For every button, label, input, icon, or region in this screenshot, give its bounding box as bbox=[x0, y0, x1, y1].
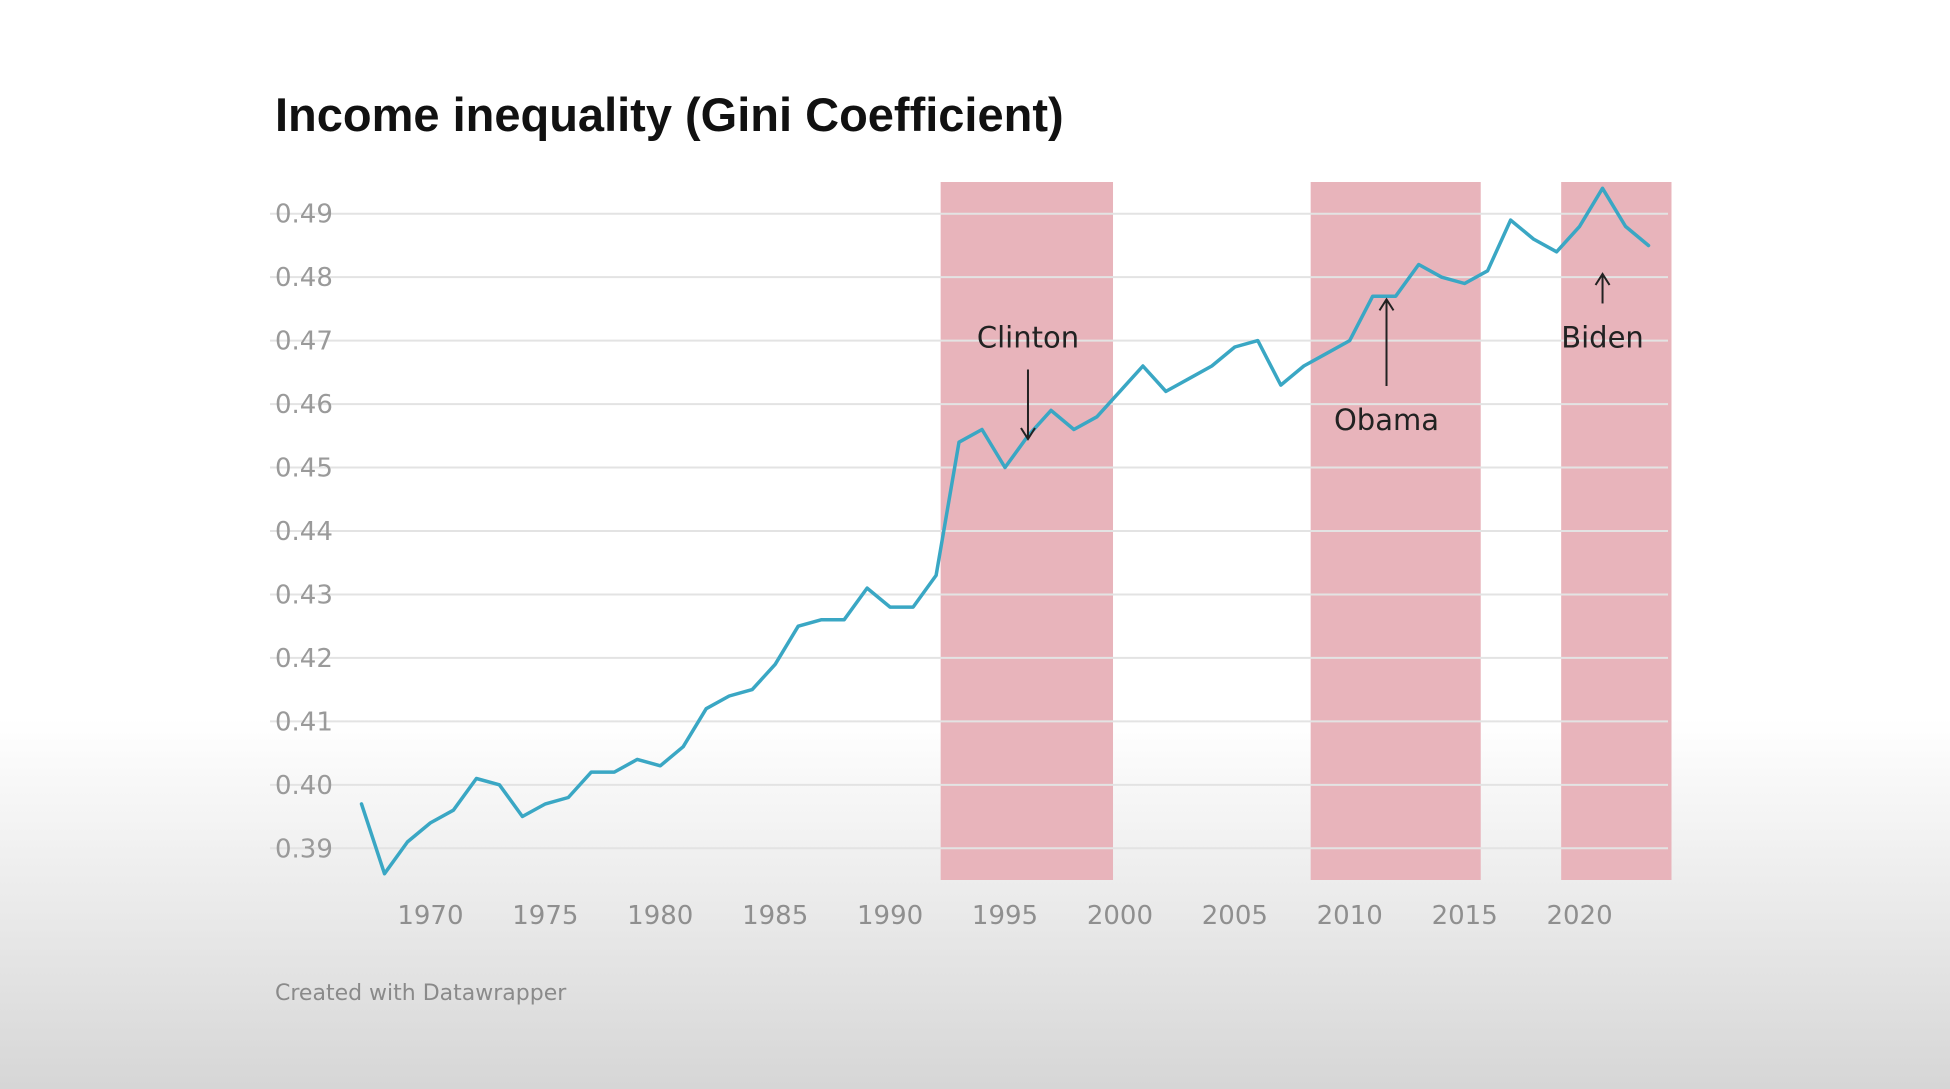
data-point bbox=[544, 802, 547, 806]
annotation-label: Obama bbox=[1334, 403, 1439, 437]
data-point bbox=[613, 770, 616, 774]
data-point bbox=[1486, 269, 1489, 273]
data-point bbox=[1325, 352, 1328, 355]
data-point bbox=[1578, 225, 1581, 228]
data-point bbox=[842, 618, 846, 622]
data-point bbox=[819, 618, 823, 622]
x-tick-label: 1970 bbox=[397, 901, 463, 931]
y-axis: 0.39 0.40 0.41 0.42 0.43 0.44 0.45 0.46 0.47 0.48… bbox=[275, 200, 333, 865]
data-point bbox=[1003, 466, 1007, 469]
annotation-arrow-head bbox=[1378, 297, 1395, 311]
data-point bbox=[1279, 383, 1282, 387]
data-point bbox=[1095, 415, 1099, 418]
x-tick-label: 1975 bbox=[512, 901, 578, 931]
data-point bbox=[1532, 237, 1535, 241]
data-point bbox=[521, 815, 524, 818]
data-point bbox=[1348, 339, 1351, 342]
data-point bbox=[980, 428, 984, 431]
x-tick-label: 2020 bbox=[1546, 901, 1612, 931]
y-tick-label: 0.42 bbox=[275, 644, 333, 674]
gridlines bbox=[270, 212, 1668, 850]
x-tick-label: 2005 bbox=[1202, 901, 1268, 931]
data-point bbox=[1256, 339, 1260, 342]
footer-credit: Created with Datawrapper bbox=[275, 981, 567, 1006]
y-tick-label: 0.49 bbox=[275, 200, 333, 230]
y-tick-label: 0.43 bbox=[275, 580, 333, 610]
data-point bbox=[705, 707, 708, 710]
data-point bbox=[590, 770, 593, 774]
annotation-arrow-head bbox=[1594, 272, 1611, 286]
data-point bbox=[934, 574, 938, 577]
data-point bbox=[1509, 218, 1512, 222]
data-point bbox=[957, 440, 961, 444]
x-tick-label: 1985 bbox=[742, 901, 808, 931]
data-point bbox=[567, 796, 570, 799]
series-layer bbox=[359, 186, 1651, 876]
data-point bbox=[1647, 244, 1650, 247]
data-point bbox=[1187, 377, 1191, 380]
data-point bbox=[452, 809, 455, 812]
data-point bbox=[1371, 295, 1374, 298]
x-tick-label: 1990 bbox=[857, 901, 923, 931]
data-point bbox=[750, 688, 754, 691]
data-point bbox=[406, 840, 409, 844]
y-tick-label: 0.45 bbox=[275, 454, 333, 484]
y-tick-label: 0.40 bbox=[275, 771, 333, 801]
data-point bbox=[1394, 295, 1397, 298]
data-point bbox=[1463, 282, 1466, 285]
x-tick-label: 1995 bbox=[972, 901, 1038, 931]
y-tick-label: 0.39 bbox=[275, 834, 333, 864]
annotation-label: Biden bbox=[1561, 320, 1644, 354]
data-point bbox=[1302, 364, 1305, 368]
data-point bbox=[360, 802, 363, 806]
data-point bbox=[1141, 364, 1145, 368]
data-point bbox=[383, 872, 386, 875]
x-tick-label: 2000 bbox=[1087, 901, 1153, 931]
data-point bbox=[636, 758, 639, 761]
y-tick-label: 0.41 bbox=[275, 707, 333, 737]
chart-title: Income inequality (Gini Coefficient) bbox=[275, 88, 1064, 141]
data-point bbox=[888, 605, 892, 609]
data-point bbox=[1049, 409, 1053, 412]
annotation-label: Clinton bbox=[977, 320, 1079, 354]
data-point bbox=[1072, 428, 1076, 431]
data-point bbox=[682, 745, 685, 748]
x-tick-label: 2010 bbox=[1317, 901, 1383, 931]
y-tick-label: 0.48 bbox=[275, 263, 333, 293]
x-tick-label: 2015 bbox=[1432, 901, 1498, 931]
data-point bbox=[475, 777, 478, 780]
data-point bbox=[865, 586, 869, 590]
data-point bbox=[498, 783, 501, 787]
y-tick-label: 0.46 bbox=[275, 390, 333, 420]
data-point bbox=[1440, 275, 1443, 279]
annotation-arrow-head bbox=[1020, 427, 1036, 441]
data-point bbox=[773, 663, 777, 666]
data-point bbox=[1210, 364, 1214, 368]
data-point bbox=[1624, 225, 1627, 228]
x-tick-label: 1980 bbox=[627, 901, 693, 931]
data-point bbox=[1555, 250, 1558, 253]
data-point bbox=[1601, 187, 1604, 190]
data-point bbox=[911, 605, 915, 609]
y-tick-label: 0.44 bbox=[275, 517, 333, 547]
annotations: Clinton Obama Biden bbox=[977, 272, 1644, 441]
data-point bbox=[429, 821, 432, 825]
data-point bbox=[1233, 345, 1237, 349]
data-point bbox=[1164, 390, 1168, 393]
data-point bbox=[1118, 390, 1122, 393]
data-point bbox=[1417, 263, 1420, 266]
data-point bbox=[659, 764, 662, 767]
y-tick-label: 0.47 bbox=[275, 327, 333, 357]
data-point bbox=[728, 694, 731, 698]
x-axis: 1970 1975 1980 1985 1990 1995 2000 2005 2010 2015… bbox=[397, 901, 1612, 931]
data-point bbox=[796, 624, 800, 628]
